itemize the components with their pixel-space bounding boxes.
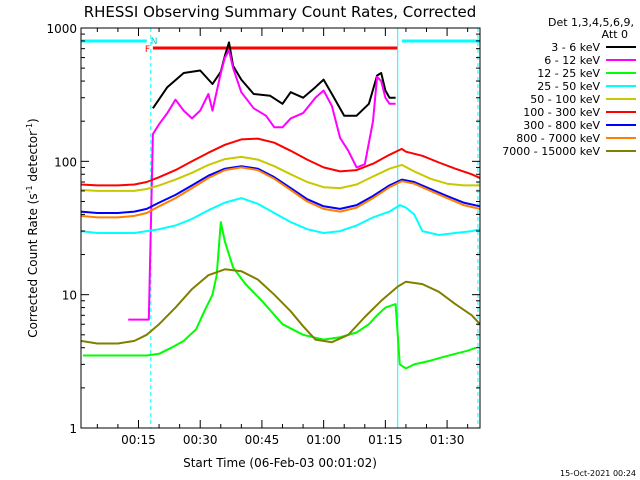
legend-label-1: 3 - 6 keV <box>551 41 600 54</box>
y-axis-label-main: Corrected Count Rate (s <box>26 193 40 337</box>
legend-label-6: 100 - 300 keV <box>523 106 600 119</box>
y-tick-label-1: 1 <box>69 422 77 436</box>
series-line-9 <box>80 268 481 345</box>
y-axis-label-sup-1: -1 <box>25 185 34 193</box>
chart-title: RHESSI Observing Summary Count Rates, Co… <box>84 3 477 21</box>
plot-frame <box>80 27 481 429</box>
series-line-1 <box>152 41 396 117</box>
series-line-4 <box>80 197 481 236</box>
x-tick-label-6: 01:30 <box>430 433 465 447</box>
attenuator-label-f: F <box>145 45 150 55</box>
legend-header-1: Det 1,3,4,5,6,9, <box>548 16 634 29</box>
attenuator-label-n: N <box>151 37 158 47</box>
series-line-3 <box>82 221 477 370</box>
x-axis-label: Start Time (06-Feb-03 00:01:02) <box>183 456 377 470</box>
x-tick-label-3: 00:45 <box>245 433 280 447</box>
y-axis-label-end: ) <box>26 118 40 123</box>
legend-label-8: 800 - 7000 keV <box>516 132 600 145</box>
x-tick-label-1: 00:15 <box>121 433 156 447</box>
series-line-8 <box>80 166 481 219</box>
timestamp: 15-Oct-2021 00:24 <box>560 469 636 478</box>
y-axis-label-sup-2: -1 <box>25 123 34 131</box>
legend-label-7: 300 - 800 keV <box>523 119 600 132</box>
x-tick-label-5: 01:15 <box>368 433 403 447</box>
series-line-2 <box>128 49 396 321</box>
axes: 1 10 100 1000 00:15 00:30 00:45 01:00 01:15 01:30 <box>46 22 481 447</box>
plot-area: FN <box>80 28 481 428</box>
series-line-5 <box>80 155 480 192</box>
y-axis-label-mid: detector <box>26 131 40 186</box>
series-line-7 <box>80 165 481 214</box>
y-tick-label-4: 1000 <box>46 22 77 36</box>
legend-label-3: 12 - 25 keV <box>537 67 600 80</box>
x-tick-label-2: 00:30 <box>183 433 218 447</box>
y-tick-label-2: 10 <box>62 289 77 303</box>
y-axis-label: Corrected Count Rate (s-1 detector-1) <box>25 118 40 337</box>
legend-label-2: 6 - 12 keV <box>544 54 600 67</box>
legend-label-5: 50 - 100 keV <box>530 93 600 106</box>
series-line-6 <box>80 137 481 187</box>
x-tick-label-4: 01:00 <box>306 433 341 447</box>
legend-label-4: 25 - 50 keV <box>537 80 600 93</box>
y-tick-label-3: 100 <box>54 155 77 169</box>
legend-label-9: 7000 - 15000 keV <box>502 145 600 158</box>
legend-header-2: Att 0 <box>602 28 628 41</box>
